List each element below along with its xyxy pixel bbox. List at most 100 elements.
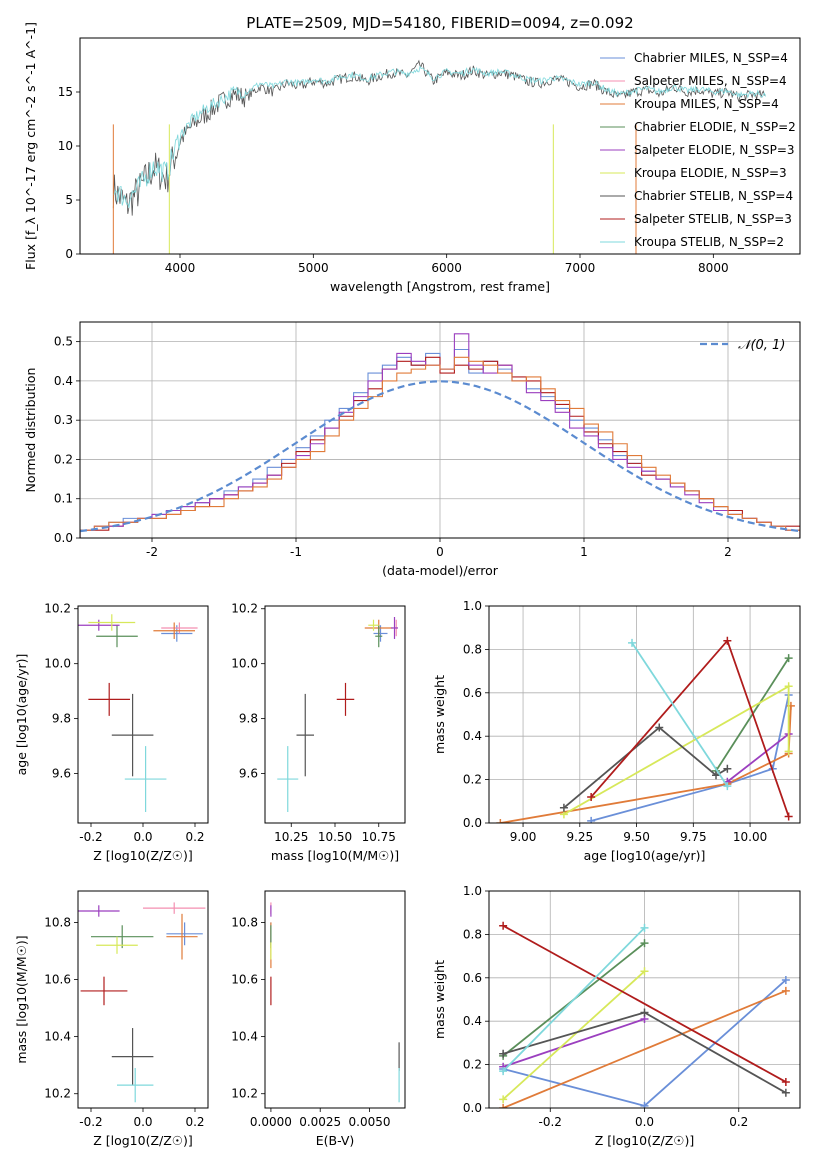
y-tick-label: 0.0 — [463, 816, 482, 830]
x-tick-label: 0.2 — [185, 830, 204, 844]
x-tick-label: 9.00 — [510, 830, 537, 844]
spectrum-line — [113, 65, 766, 208]
gaussian-curve — [80, 380, 800, 533]
y-tick-label: 10.4 — [231, 1030, 258, 1044]
mass-weight-point — [640, 1008, 649, 1017]
x-tick-label: 0.0025 — [299, 1115, 341, 1129]
mass-weight-point — [784, 654, 793, 663]
y-tick-label: 10.2 — [231, 1087, 258, 1101]
y-tick-label: 0.1 — [54, 492, 73, 506]
x-axis-label: age [log10(age/yr)] — [584, 848, 706, 863]
mass-weight-point — [628, 638, 637, 647]
x-tick-label: -0.2 — [79, 1115, 102, 1129]
mass-weight-line — [502, 970, 646, 1100]
panel-mass_vs_EBV: 0.0000 0.0025 0.0050 10.2 10.4 10.6 10.8 E(B-V) — [231, 890, 406, 1148]
axes-frame — [264, 890, 406, 1109]
mass-weight-point — [587, 792, 596, 801]
x-tick-label: 10.00 — [733, 830, 767, 844]
y-tick-label: 0.4 — [463, 1014, 482, 1028]
y-tick-label: 10.8 — [231, 915, 258, 929]
x-tick-label: 0.0 — [635, 1115, 654, 1129]
x-tick-label: -2 — [146, 545, 158, 559]
x-axis-label: E(B-V) — [316, 1133, 355, 1148]
y-tick-label: 10.4 — [44, 1030, 71, 1044]
mass-weight-point — [640, 1101, 649, 1108]
mass-weight-line — [726, 733, 790, 783]
x-tick-label: 1 — [580, 545, 588, 559]
mass-weight-point — [587, 816, 596, 823]
mass-weight-point — [781, 1077, 790, 1086]
mass-weight-line — [631, 642, 729, 787]
x-axis-label: Z [log10(Z/Z☉)] — [93, 1133, 193, 1148]
plot-area — [499, 921, 790, 1108]
panel-age_vs_mass: 10.25 10.50 10.75 9.6 9.8 10.0 10.2 mass [log10… — [231, 602, 406, 863]
y-axis-label: age [log10(age/yr)] — [14, 654, 29, 776]
plot-area — [80, 333, 800, 538]
x-tick-label: 0.0050 — [349, 1115, 391, 1129]
y-axis-label: mass weight — [432, 960, 447, 1039]
panel-mass_weight_vs_age: 9.00 9.25 9.50 9.75 10.00 0.0 0.2 0.4 0.6 0.8 1.0 a… — [432, 599, 801, 863]
axes-frame — [77, 605, 209, 824]
y-tick-label: 0.8 — [463, 927, 482, 941]
x-tick-label: 0.0000 — [250, 1115, 292, 1129]
legend-entry: 𝒩(0, 1) — [738, 338, 785, 353]
figure-title: PLATE=2509, MJD=54180, FIBERID=0094, z=0… — [246, 14, 633, 32]
mass-weight-line — [500, 705, 792, 823]
y-tick-label: 1.0 — [463, 884, 482, 898]
y-tick-label: 10 — [58, 139, 73, 153]
panel-mass_vs_Z: -0.2 0.0 0.2 10.2 10.4 10.6 10.8 Z [log10(Z/Z☉)… — [14, 890, 209, 1148]
mass-weight-point — [712, 771, 721, 780]
y-axis-label: Normed distribution — [23, 368, 38, 493]
legend-entry: Salpeter MILES, N_SSP=4 — [634, 74, 787, 88]
x-tick-label: 0.2 — [729, 1115, 748, 1129]
y-tick-label: 0.6 — [463, 971, 482, 985]
x-axis-label: wavelength [Angstrom, rest frame] — [330, 279, 550, 294]
x-tick-label: 8000 — [698, 261, 729, 275]
y-tick-label: 0.2 — [463, 773, 482, 787]
mass-weight-point — [499, 1067, 508, 1076]
y-tick-label: 10.2 — [44, 602, 71, 616]
y-tick-label: 0.8 — [463, 642, 482, 656]
legend: Chabrier MILES, N_SSP=4 Salpeter MILES, N… — [600, 51, 796, 249]
legend-entry: Chabrier MILES, N_SSP=4 — [634, 51, 788, 65]
x-tick-label: 0.2 — [185, 1115, 204, 1129]
y-tick-label: 0.4 — [463, 729, 482, 743]
mass-weight-point — [499, 921, 508, 930]
x-tick-label: 0.0 — [133, 830, 152, 844]
legend-entry: Kroupa STELIB, N_SSP=2 — [634, 235, 784, 249]
spectrum-line — [112, 59, 766, 216]
y-tick-label: 0 — [65, 247, 73, 261]
axes-frame — [488, 605, 801, 824]
y-tick-label: 0.3 — [54, 413, 73, 427]
x-tick-label: 9.75 — [680, 830, 707, 844]
mass-weight-point — [723, 782, 732, 791]
x-tick-label: 5000 — [298, 261, 329, 275]
y-tick-label: 10.2 — [44, 1087, 71, 1101]
axes-frame — [264, 605, 406, 824]
x-axis-label: (data-model)/error — [382, 563, 499, 578]
mass-weight-point — [784, 812, 793, 821]
plot-area — [78, 902, 206, 1103]
x-axis-label: Z [log10(Z/Z☉)] — [93, 848, 193, 863]
y-tick-label: 15 — [58, 85, 73, 99]
mass-weight-point — [559, 803, 568, 812]
x-tick-label: 0 — [436, 545, 444, 559]
mass-weight-point — [640, 923, 649, 932]
legend-entry: Chabrier ELODIE, N_SSP=2 — [634, 120, 796, 134]
y-tick-label: 0.6 — [463, 686, 482, 700]
panel-age_vs_Z: -0.2 0.0 0.2 9.6 9.8 10.0 10.2 Z [log10(Z/Z☉)] a… — [14, 602, 209, 863]
mass-weight-point — [784, 747, 793, 756]
mass-weight-line — [502, 927, 646, 1072]
y-tick-label: 9.6 — [239, 767, 258, 781]
y-tick-label: 10.6 — [44, 973, 71, 987]
mass-weight-point — [499, 1095, 508, 1104]
panel-mass_weight_vs_Z: -0.2 0.0 0.2 0.0 0.2 0.4 0.6 0.8 1.0 Z [log10(Z/Z… — [432, 884, 801, 1148]
x-tick-label: 2 — [724, 545, 732, 559]
histogram-step — [80, 356, 800, 538]
panel-spectrum: 4000 5000 6000 7000 8000 0 5 10 15 wavelength [An… — [23, 22, 801, 294]
y-tick-label: 0.4 — [54, 374, 73, 388]
x-tick-label: 0.0 — [133, 1115, 152, 1129]
y-tick-label: 0.2 — [54, 452, 73, 466]
mass-weight-point — [781, 1088, 790, 1097]
